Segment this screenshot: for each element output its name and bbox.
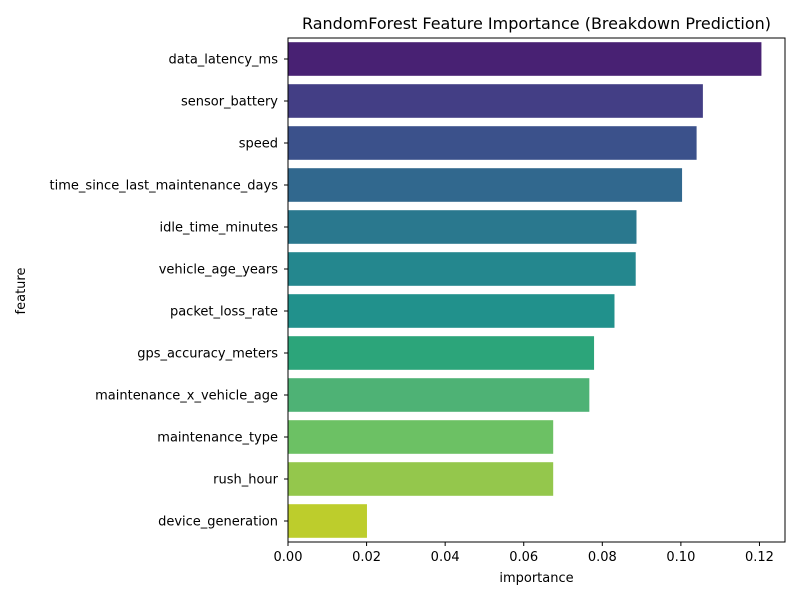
bar-maintenance-x-vehicle-age (288, 378, 590, 412)
bar-maintenance-type (288, 420, 554, 454)
bar-sensor-battery (288, 84, 703, 118)
x-axis-ticks: 0.00 0.02 0.04 0.06 0.08 0.10 0.12 (274, 542, 774, 565)
axes-frame (287, 37, 786, 543)
y-tick-label: sensor_battery (181, 95, 278, 110)
x-tick-label: 0.10 (666, 550, 695, 565)
bar-gps-accuracy-meters (288, 336, 595, 370)
bar-vehicle-age-years (288, 252, 636, 286)
x-tick-label: 0.04 (431, 550, 460, 565)
y-tick-label: vehicle_age_years (159, 263, 279, 278)
x-axis-label: importance (499, 571, 573, 586)
y-tick-label: maintenance_x_vehicle_age (95, 389, 278, 404)
y-tick-label: gps_accuracy_meters (137, 347, 278, 362)
chart-title: RandomForest Feature Importance (Breakdo… (302, 14, 771, 33)
y-tick-label: idle_time_minutes (160, 221, 279, 236)
bar-time-since-last-maintenance-days (288, 168, 683, 202)
x-tick-label: 0.06 (509, 550, 538, 565)
bar-data-latency-ms (288, 42, 762, 76)
x-tick-label: 0.02 (352, 550, 381, 565)
y-tick-label: device_generation (158, 515, 278, 530)
y-tick-label: rush_hour (213, 473, 279, 488)
bar-speed (288, 126, 697, 160)
x-tick-label: 0.08 (588, 550, 617, 565)
bar-packet-loss-rate (288, 294, 615, 328)
bar-rush-hour (288, 462, 554, 496)
bar-device-generation (288, 504, 367, 538)
y-axis-label: feature (14, 268, 29, 315)
y-tick-label: data_latency_ms (169, 53, 279, 68)
bar-idle-time-minutes (288, 210, 637, 244)
x-tick-label: 0.12 (745, 550, 774, 565)
y-tick-label: packet_loss_rate (170, 305, 278, 320)
y-tick-label: time_since_last_maintenance_days (50, 179, 279, 194)
y-tick-label: speed (239, 137, 278, 152)
x-tick-label: 0.00 (274, 550, 303, 565)
plot-area (287, 37, 786, 543)
y-tick-label: maintenance_type (157, 431, 278, 446)
